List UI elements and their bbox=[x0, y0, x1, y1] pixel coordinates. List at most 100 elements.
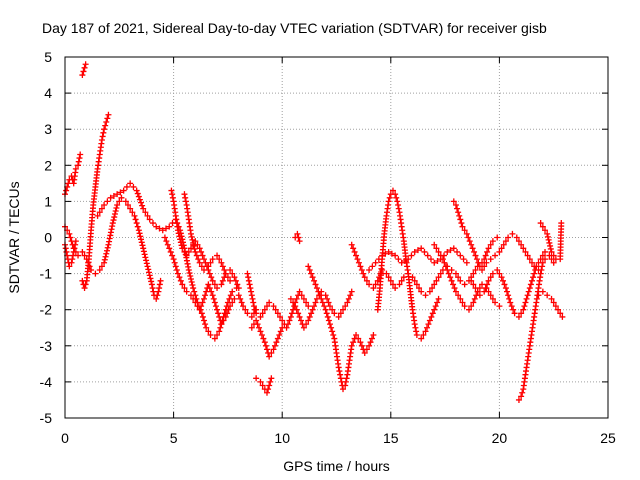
data-point bbox=[508, 303, 515, 310]
data-point bbox=[502, 238, 509, 245]
data-point bbox=[369, 263, 376, 270]
data-point bbox=[309, 306, 316, 313]
data-point bbox=[69, 252, 76, 259]
data-point bbox=[435, 295, 442, 302]
data-point bbox=[421, 248, 428, 255]
data-point bbox=[422, 328, 429, 335]
data-point bbox=[166, 223, 173, 230]
data-point bbox=[544, 233, 551, 240]
data-point bbox=[135, 193, 142, 200]
data-point bbox=[290, 299, 297, 306]
data-point bbox=[101, 259, 108, 266]
data-point bbox=[472, 266, 479, 273]
data-point bbox=[351, 248, 358, 255]
data-point bbox=[463, 230, 470, 237]
data-point bbox=[176, 233, 183, 240]
data-point bbox=[335, 313, 342, 320]
data-point bbox=[340, 306, 347, 313]
data-point bbox=[265, 386, 272, 393]
data-point bbox=[207, 259, 214, 266]
data-point bbox=[112, 208, 119, 215]
data-point bbox=[292, 303, 299, 310]
data-point bbox=[100, 129, 107, 136]
series-group bbox=[431, 241, 503, 313]
data-point bbox=[169, 252, 176, 259]
data-point bbox=[501, 281, 508, 288]
data-point bbox=[138, 239, 145, 246]
data-point bbox=[300, 324, 307, 331]
data-point bbox=[293, 295, 300, 302]
grid-lines bbox=[65, 57, 608, 418]
data-point bbox=[231, 295, 238, 302]
data-point bbox=[504, 288, 511, 295]
data-point bbox=[298, 292, 305, 299]
data-point bbox=[515, 396, 522, 403]
data-point bbox=[509, 230, 516, 237]
data-point bbox=[248, 292, 255, 299]
data-point bbox=[117, 189, 124, 196]
data-point bbox=[103, 118, 110, 125]
data-point bbox=[518, 393, 525, 400]
series-group bbox=[253, 375, 275, 396]
data-point bbox=[122, 198, 129, 205]
data-point bbox=[546, 239, 553, 246]
data-point bbox=[198, 310, 205, 317]
data-point bbox=[428, 313, 435, 320]
data-point bbox=[227, 277, 234, 284]
data-point bbox=[96, 209, 103, 216]
data-point bbox=[337, 375, 344, 382]
data-point bbox=[98, 263, 105, 270]
data-point bbox=[229, 299, 236, 306]
data-point bbox=[277, 313, 284, 320]
data-point bbox=[325, 299, 332, 306]
data-point bbox=[273, 339, 280, 346]
data-point bbox=[138, 236, 145, 243]
data-point bbox=[190, 239, 197, 246]
data-point bbox=[131, 212, 138, 219]
data-point bbox=[368, 335, 375, 342]
data-point bbox=[104, 198, 111, 205]
data-point bbox=[318, 295, 325, 302]
data-point bbox=[353, 252, 360, 259]
data-point bbox=[500, 277, 507, 284]
data-point bbox=[465, 234, 472, 241]
data-point bbox=[206, 270, 213, 277]
data-point bbox=[293, 306, 300, 313]
data-point bbox=[525, 288, 532, 295]
data-point bbox=[202, 321, 209, 328]
data-point bbox=[350, 339, 357, 346]
plot-frame bbox=[64, 56, 609, 419]
data-point bbox=[432, 303, 439, 310]
data-point bbox=[544, 292, 551, 299]
data-point bbox=[295, 310, 302, 317]
data-point bbox=[558, 220, 565, 227]
data-point bbox=[156, 285, 163, 292]
data-point bbox=[227, 266, 234, 273]
series-group bbox=[248, 317, 286, 360]
series-group bbox=[79, 61, 89, 79]
data-point bbox=[185, 266, 192, 273]
data-point bbox=[372, 259, 379, 266]
series-group bbox=[181, 191, 234, 284]
data-point bbox=[123, 183, 130, 190]
data-point bbox=[502, 285, 509, 292]
data-point bbox=[179, 245, 186, 252]
data-point bbox=[66, 263, 73, 270]
data-point bbox=[175, 230, 182, 237]
data-point bbox=[79, 248, 86, 255]
data-point bbox=[450, 281, 457, 288]
data-point bbox=[101, 202, 108, 209]
data-point bbox=[195, 256, 202, 263]
data-point bbox=[387, 277, 394, 284]
data-point bbox=[330, 331, 337, 338]
data-point bbox=[379, 252, 386, 259]
data-point bbox=[347, 292, 354, 299]
data-point bbox=[370, 331, 377, 338]
data-point bbox=[418, 245, 425, 252]
data-point bbox=[296, 288, 303, 295]
data-point bbox=[70, 248, 77, 255]
data-point bbox=[189, 282, 196, 289]
data-point bbox=[361, 274, 368, 281]
data-point bbox=[329, 328, 336, 335]
data-point bbox=[249, 295, 256, 302]
